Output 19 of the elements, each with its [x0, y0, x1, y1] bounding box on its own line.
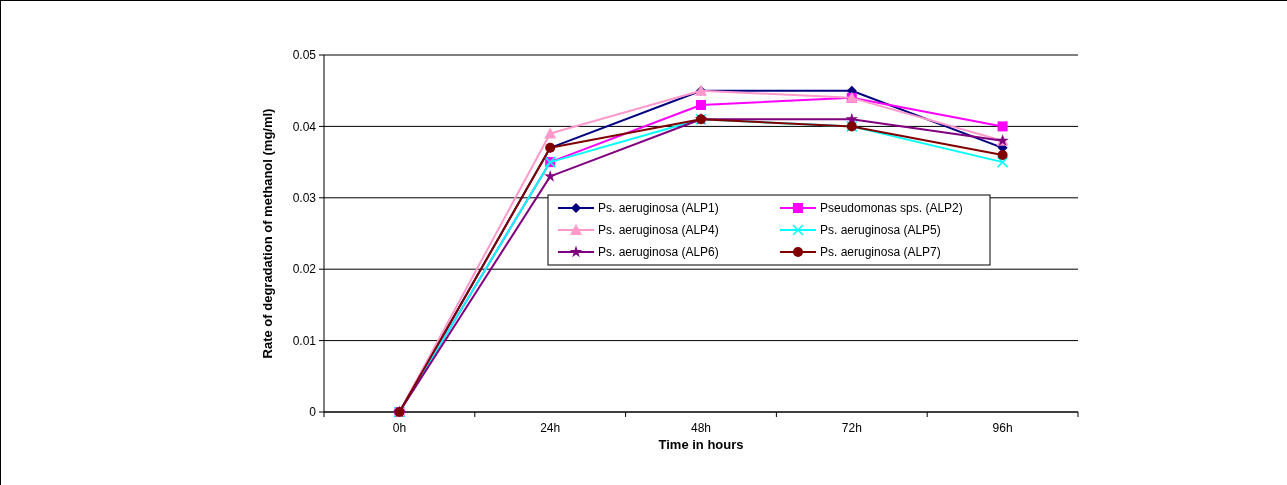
y-tick-label: 0.02 — [292, 262, 317, 277]
legend-label: Pseudomonas sps. (ALP2) — [820, 201, 963, 216]
y-tick-label: 0.03 — [292, 191, 317, 205]
legend-label: Ps. aeruginosa (ALP7) — [820, 245, 941, 260]
x-tick-label: 0h — [392, 421, 407, 435]
y-tick-label: 0 — [309, 405, 317, 420]
legend-label: Ps. aeruginosa (ALP4) — [598, 223, 719, 238]
x-tick-label: 72h — [841, 421, 862, 435]
legend-label: Ps. aeruginosa (ALP6) — [598, 245, 719, 260]
y-axis-title: Rate of degradation of methanol (mg/ml) — [260, 108, 275, 359]
y-tick-label: 0.01 — [292, 333, 317, 348]
x-tick-label: 48h — [690, 421, 712, 435]
x-tick-label: 24h — [540, 421, 561, 435]
x-tick-label: 96h — [992, 421, 1013, 435]
legend-label: Ps. aeruginosa (ALP5) — [820, 223, 941, 238]
x-axis-title: Time in hours — [658, 437, 744, 452]
y-tick-label: 0.04 — [292, 119, 317, 134]
y-tick-label: 0.05 — [292, 48, 317, 63]
legend-label: Ps. aeruginosa (ALP1) — [598, 201, 719, 216]
